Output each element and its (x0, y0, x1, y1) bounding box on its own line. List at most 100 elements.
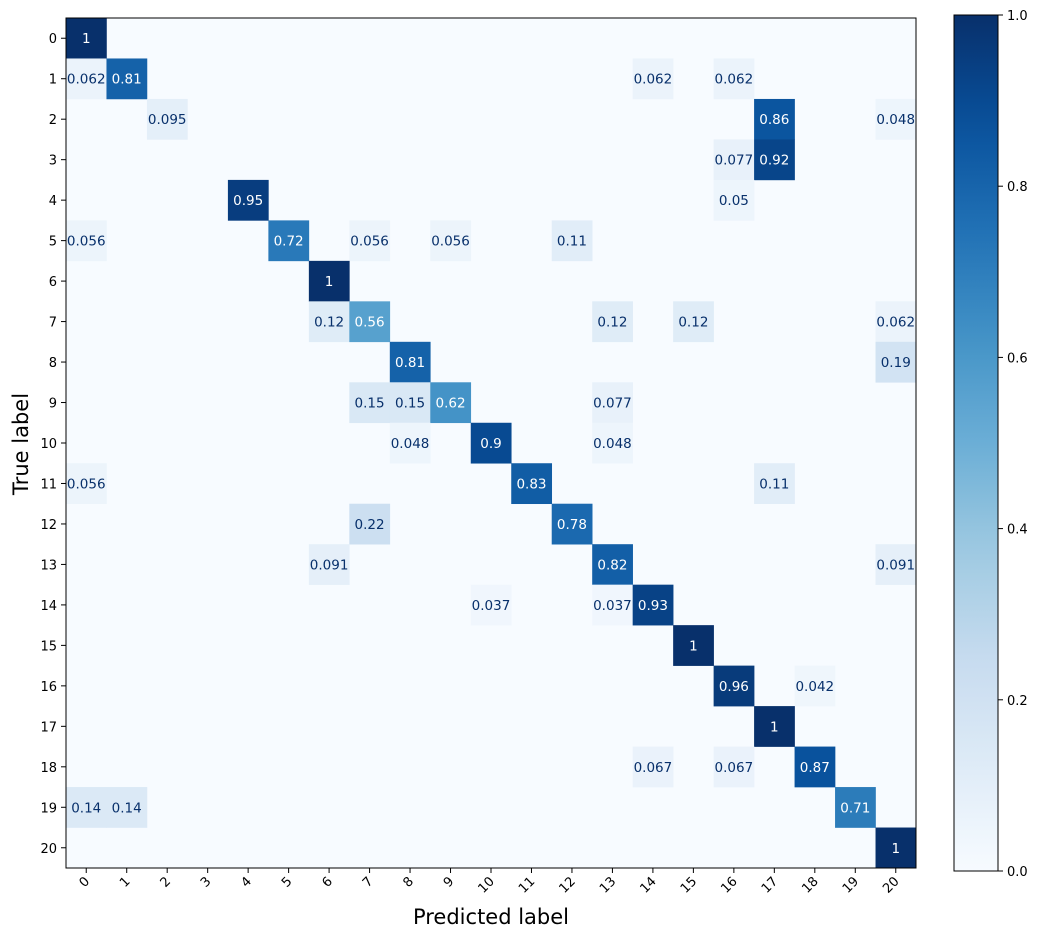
heatmap-cell (268, 220, 310, 262)
cell-value-label: 0.96 (719, 679, 749, 695)
cell-value-label: 0.19 (881, 355, 911, 371)
cell-value-label: 0.15 (355, 396, 385, 412)
cell-value-label: 1 (82, 31, 91, 47)
cell-value-label: 0.062 (876, 315, 915, 331)
cell-value-label: 0.067 (634, 760, 673, 776)
y-tick-label: 13 (40, 558, 57, 573)
y-tick-label: 12 (40, 518, 57, 533)
heatmap-cell (106, 58, 148, 100)
cell-value-label: 0.062 (67, 72, 106, 88)
heatmap-cell (66, 18, 107, 59)
heatmap-cell (551, 503, 593, 545)
y-tick-label: 15 (40, 639, 57, 654)
heatmap-cell (713, 746, 755, 788)
y-tick-label: 2 (49, 113, 57, 128)
heatmap-cell (66, 787, 107, 828)
heatmap-cell (875, 301, 917, 343)
heatmap-cell (673, 625, 714, 666)
cell-value-label: 0.11 (759, 476, 789, 492)
x-tick-label: 2 (158, 874, 174, 890)
cell-value-label: 0.95 (233, 193, 263, 209)
x-tick-label: 17 (759, 874, 781, 896)
heatmap-cell (389, 341, 431, 383)
heatmap-cell (713, 179, 755, 221)
cell-value-label: 0.14 (71, 800, 101, 816)
cell-value-label: 0.81 (112, 72, 142, 88)
cell-value-label: 0.14 (112, 800, 142, 816)
heatmap-cell (308, 544, 350, 585)
heatmap-cell (754, 139, 795, 181)
x-tick-label: 0 (77, 874, 93, 890)
x-tick-label: 5 (279, 874, 295, 890)
heatmap-cell (430, 382, 472, 424)
cell-value-label: 0.12 (314, 315, 344, 331)
cell-value-label: 0.062 (634, 72, 673, 88)
heatmap-cell (592, 382, 633, 424)
heatmap-cell (794, 665, 836, 707)
y-tick-label: 9 (49, 397, 57, 412)
heatmap-cell (511, 463, 553, 505)
cell-value-label: 0.87 (800, 760, 830, 776)
heatmap-cell (592, 584, 633, 626)
cell-value-label: 0.091 (876, 557, 915, 573)
y-tick-label: 7 (49, 316, 57, 331)
plot-area: 1 0.062 0.81 0.062 0.062 0.095 0.86 0.048 0.077 0… (40, 17, 917, 897)
heatmap-cell (875, 341, 917, 383)
x-tick-label: 9 (441, 874, 457, 890)
cell-value-label: 0.056 (350, 234, 389, 250)
cell-value-label: 0.095 (148, 112, 187, 128)
heatmap-cell (632, 746, 674, 788)
heatmap-cell (349, 220, 391, 262)
cell-value-label: 0.091 (310, 557, 349, 573)
x-tick-label: 18 (799, 874, 821, 896)
y-tick-label: 5 (49, 235, 57, 250)
heatmap-cell (673, 301, 714, 343)
heatmap-cell (713, 665, 755, 707)
colorbar-tick-label: 1.0 (1007, 9, 1028, 24)
heatmap-cell (227, 179, 269, 221)
heatmap-cell (308, 260, 350, 302)
heatmap-cell (592, 301, 633, 343)
y-tick-label: 11 (40, 477, 57, 492)
y-tick-label: 14 (40, 599, 57, 614)
heatmap-cell (66, 220, 107, 262)
cell-value-label: 0.077 (715, 153, 754, 169)
cell-value-label: 0.62 (435, 396, 465, 412)
y-tick-label: 18 (40, 761, 57, 776)
heatmap-cell (754, 706, 795, 747)
heatmap-cell (470, 422, 512, 464)
x-tick-label: 15 (678, 874, 700, 896)
heatmap-cell (592, 422, 633, 464)
heatmap-cell (713, 58, 755, 100)
heatmap-cell (875, 544, 917, 585)
cell-value-label: 0.056 (431, 234, 470, 250)
cell-value-label: 0.78 (557, 517, 587, 533)
cell-value-label: 0.056 (67, 476, 106, 492)
cell-value-label: 0.048 (593, 436, 632, 452)
x-tick-label: 13 (597, 874, 619, 896)
colorbar: 0.0 0.2 0.4 0.6 0.8 1.0 (953, 9, 1028, 880)
x-tick-label: 16 (718, 874, 740, 896)
cell-value-label: 0.067 (715, 760, 754, 776)
cell-value-label: 0.077 (593, 396, 632, 412)
heatmap-cell (106, 787, 148, 828)
heatmap-cell (389, 422, 431, 464)
cell-value-label: 0.042 (795, 679, 834, 695)
heatmap-cell (66, 58, 107, 100)
heatmap-cell (349, 382, 391, 424)
x-axis-label: Predicted label (413, 905, 569, 929)
y-tick-label: 1 (49, 73, 57, 88)
cell-value-label: 0.05 (719, 193, 749, 209)
cell-value-label: 0.22 (355, 517, 385, 533)
cell-value-label: 0.15 (395, 396, 425, 412)
x-tick-label: 1 (117, 874, 133, 890)
heatmap-cell (835, 787, 876, 828)
cell-value-label: 0.82 (597, 557, 627, 573)
cell-value-label: 0.11 (557, 234, 587, 250)
cell-value-label: 1 (325, 274, 334, 290)
heatmap-cell (66, 463, 107, 505)
y-tick-label: 4 (49, 194, 57, 209)
cell-value-label: 0.056 (67, 234, 106, 250)
heatmap-cell (349, 301, 391, 343)
